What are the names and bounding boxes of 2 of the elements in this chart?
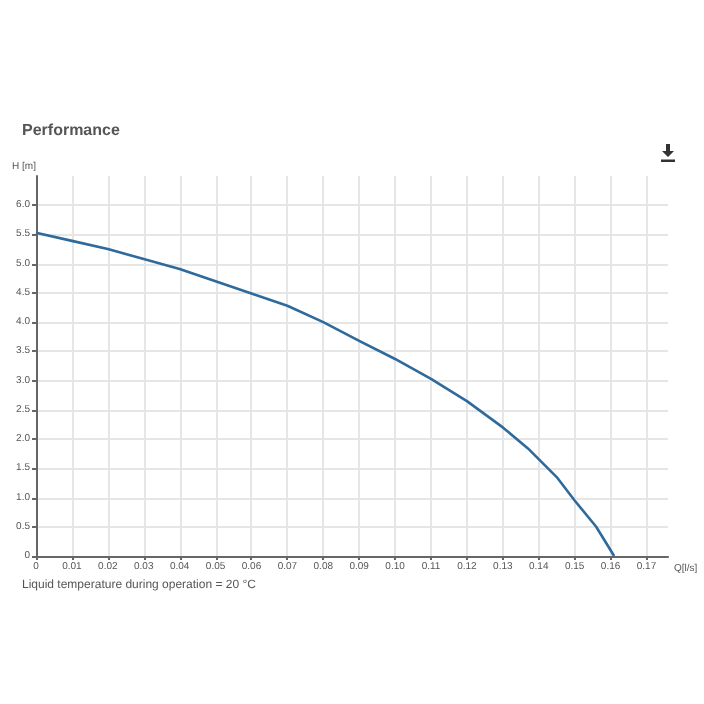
chart-title: Performance bbox=[22, 121, 121, 139]
line-series bbox=[34, 231, 616, 558]
